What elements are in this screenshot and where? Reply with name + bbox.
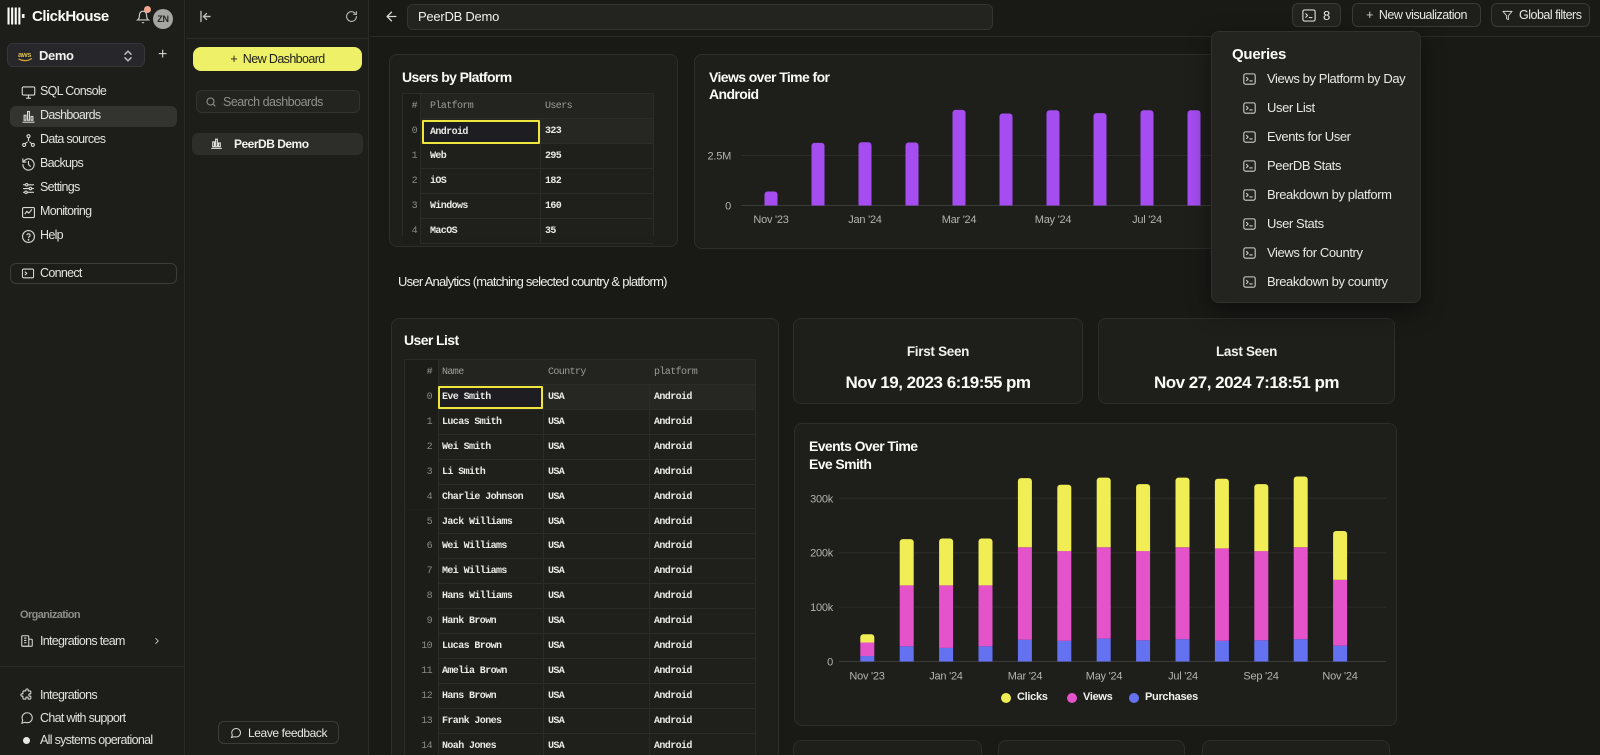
svg-text:Nov '23: Nov '23 xyxy=(849,671,884,683)
svg-text:Jul '24: Jul '24 xyxy=(1168,671,1198,683)
svg-text:May '24: May '24 xyxy=(1035,214,1072,226)
svg-text:Jan '24: Jan '24 xyxy=(929,671,963,683)
svg-text:Nov '23: Nov '23 xyxy=(753,214,788,226)
svg-text:200k: 200k xyxy=(810,548,834,560)
svg-text:0: 0 xyxy=(827,657,833,669)
svg-text:100k: 100k xyxy=(810,602,834,614)
svg-text:Nov '24: Nov '24 xyxy=(1322,671,1357,683)
svg-text:2.5M: 2.5M xyxy=(708,151,732,163)
svg-text:May '24: May '24 xyxy=(1086,671,1123,683)
svg-text:0: 0 xyxy=(725,201,731,213)
svg-text:Mar '24: Mar '24 xyxy=(1008,671,1043,683)
svg-text:300k: 300k xyxy=(810,493,834,505)
svg-text:Jul '24: Jul '24 xyxy=(1132,214,1162,226)
svg-text:Sep '24: Sep '24 xyxy=(1243,671,1278,683)
svg-text:Jan '24: Jan '24 xyxy=(848,214,882,226)
svg-text:Mar '24: Mar '24 xyxy=(942,214,977,226)
svg-text:aws: aws xyxy=(18,50,31,59)
